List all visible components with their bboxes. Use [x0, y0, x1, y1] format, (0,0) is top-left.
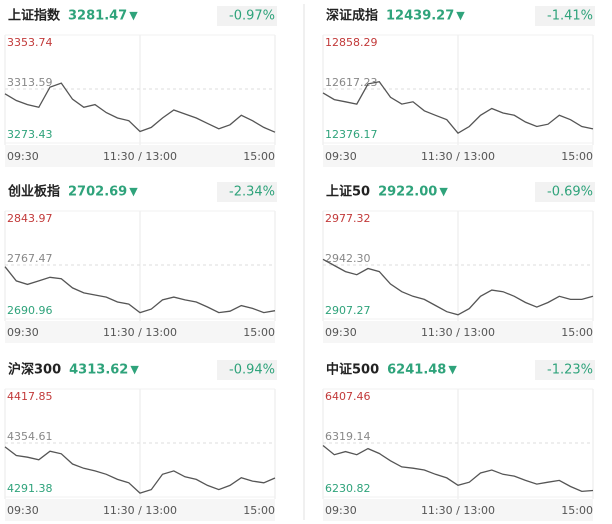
price-line — [4, 446, 276, 494]
y-tick-label: 6319.14 — [325, 430, 371, 443]
y-tick-label: 6230.82 — [325, 482, 371, 495]
x-axis-strip — [323, 499, 593, 521]
down-arrow: ▼ — [448, 363, 457, 376]
y-tick-label: 12376.17 — [325, 128, 378, 141]
index-name: 中证500 — [326, 362, 379, 378]
price-line — [322, 444, 594, 493]
index-name: 创业板指 — [7, 184, 60, 200]
y-tick-label: 3273.43 — [7, 128, 53, 141]
x-tick-label: 11:30 / 13:00 — [421, 326, 495, 339]
x-axis-strip — [5, 321, 275, 343]
x-tick-label: 09:30 — [325, 504, 357, 517]
index-price: 2922.00 — [378, 185, 437, 200]
y-tick-label: 2907.27 — [325, 304, 371, 317]
y-tick-label: 4354.61 — [7, 430, 53, 443]
y-tick-label: 4291.38 — [7, 482, 53, 495]
y-tick-label: 12617.23 — [325, 76, 378, 89]
y-tick-label: 6407.46 — [325, 390, 371, 403]
index-price: 4313.62 — [69, 363, 128, 378]
x-tick-label: 15:00 — [561, 326, 593, 339]
change-badge — [217, 6, 277, 26]
x-tick-label: 09:30 — [7, 150, 39, 163]
down-arrow: ▼ — [129, 9, 138, 22]
x-axis-strip — [5, 145, 275, 167]
y-tick-label: 12858.29 — [325, 36, 378, 49]
x-axis-strip — [5, 499, 275, 521]
change-badge — [535, 6, 595, 26]
price-line — [4, 82, 276, 133]
x-tick-label: 11:30 / 13:00 — [103, 504, 177, 517]
y-tick-label: 2690.96 — [7, 304, 53, 317]
change-percent: -2.34% — [229, 185, 275, 200]
x-tick-label: 09:30 — [7, 326, 39, 339]
price-line — [322, 258, 594, 316]
index-name: 沪深300 — [8, 362, 61, 378]
change-percent: -1.23% — [547, 363, 593, 378]
index-price: 3281.47 — [68, 9, 127, 24]
index-name: 上证50 — [326, 185, 370, 200]
down-arrow: ▼ — [130, 363, 139, 376]
change-percent: -1.41% — [547, 9, 593, 24]
change-badge — [217, 360, 277, 380]
x-tick-label: 15:00 — [243, 150, 275, 163]
y-tick-label: 2977.32 — [325, 212, 371, 225]
x-tick-label: 09:30 — [7, 504, 39, 517]
index-name: 深证成指 — [326, 8, 378, 24]
x-axis-strip — [323, 145, 593, 167]
price-line — [4, 266, 276, 314]
change-percent: -0.94% — [229, 363, 275, 378]
x-tick-label: 15:00 — [561, 504, 593, 517]
down-arrow: ▼ — [456, 9, 465, 22]
index-price: 2702.69 — [68, 185, 127, 200]
change-percent: -0.69% — [547, 185, 593, 200]
down-arrow: ▼ — [129, 185, 138, 198]
index-name: 上证指数 — [8, 8, 61, 24]
x-tick-label: 09:30 — [325, 150, 357, 163]
change-badge — [217, 182, 277, 202]
change-badge — [535, 182, 595, 202]
x-tick-label: 09:30 — [325, 326, 357, 339]
x-tick-label: 15:00 — [243, 326, 275, 339]
index-price: 12439.27 — [386, 9, 454, 24]
x-tick-label: 11:30 / 13:00 — [103, 150, 177, 163]
change-badge — [535, 360, 595, 380]
down-arrow: ▼ — [439, 185, 448, 198]
x-tick-label: 11:30 / 13:00 — [421, 504, 495, 517]
x-tick-label: 15:00 — [561, 150, 593, 163]
x-tick-label: 11:30 / 13:00 — [103, 326, 177, 339]
y-tick-label: 2942.30 — [325, 252, 371, 265]
y-tick-label: 2843.97 — [7, 212, 53, 225]
x-tick-label: 11:30 / 13:00 — [421, 150, 495, 163]
index-price: 6241.48 — [387, 363, 446, 378]
y-tick-label: 4417.85 — [7, 390, 53, 403]
y-tick-label: 3313.59 — [7, 76, 53, 89]
y-tick-label: 2767.47 — [7, 252, 53, 265]
x-tick-label: 15:00 — [243, 504, 275, 517]
x-axis-strip — [323, 321, 593, 343]
price-line — [322, 80, 594, 135]
change-percent: -0.97% — [229, 9, 275, 24]
y-tick-label: 3353.74 — [7, 36, 53, 49]
